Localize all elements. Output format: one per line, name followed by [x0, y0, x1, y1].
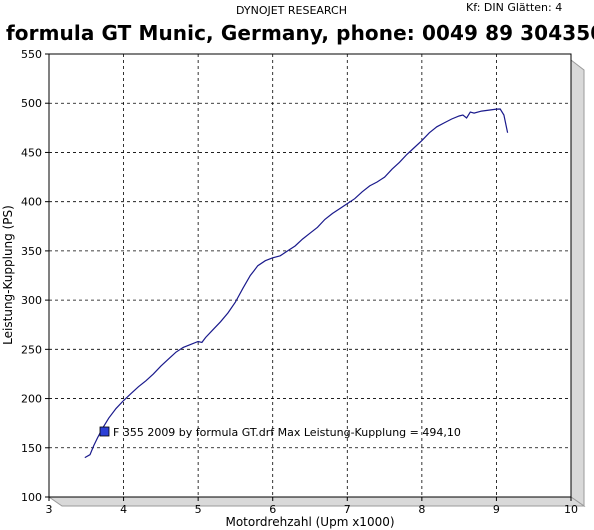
frame-shadow-bottom [47, 496, 586, 507]
x-tick-label: 10 [564, 503, 578, 516]
y-tick-label: 200 [21, 393, 42, 406]
x-tick-label: 6 [269, 503, 276, 516]
y-axis-ticks: 100 150 200 250 300 350 400 450 500 550 [21, 48, 49, 504]
y-tick-label: 100 [21, 491, 42, 504]
y-tick-label: 400 [21, 196, 42, 209]
y-tick-label: 450 [21, 146, 42, 159]
y-tick-label: 300 [21, 294, 42, 307]
settings-label: Kf: DIN Glätten: 4 [466, 1, 563, 14]
grid [49, 54, 571, 497]
x-tick-label: 5 [195, 503, 202, 516]
x-axis-ticks: 3 4 5 6 7 8 9 10 [46, 497, 578, 516]
plot-area [48, 53, 572, 498]
legend-label: F 355 2009 by formula GT.drf Max Leistun… [113, 426, 461, 439]
y-tick-label: 500 [21, 97, 42, 110]
x-tick-label: 8 [418, 503, 425, 516]
frame-shadow-right [570, 58, 585, 507]
brand-label: DYNOJET RESEARCH [236, 4, 347, 17]
x-tick-label: 4 [120, 503, 127, 516]
y-tick-label: 250 [21, 343, 42, 356]
x-tick-label: 3 [46, 503, 53, 516]
x-axis-label: Motordrehzahl (Upm x1000) [225, 515, 394, 529]
legend-marker [99, 426, 110, 437]
x-tick-label: 9 [493, 503, 500, 516]
x-tick-label: 7 [344, 503, 351, 516]
y-tick-label: 150 [21, 442, 42, 455]
power-curve-line [84, 108, 509, 459]
y-axis-label: Leistung-Kupplung (PS) [1, 205, 15, 345]
y-tick-label: 550 [21, 48, 42, 61]
y-tick-label: 350 [21, 245, 42, 258]
chart-title: formula GT Munic, Germany, phone: 0049 8… [6, 21, 594, 45]
